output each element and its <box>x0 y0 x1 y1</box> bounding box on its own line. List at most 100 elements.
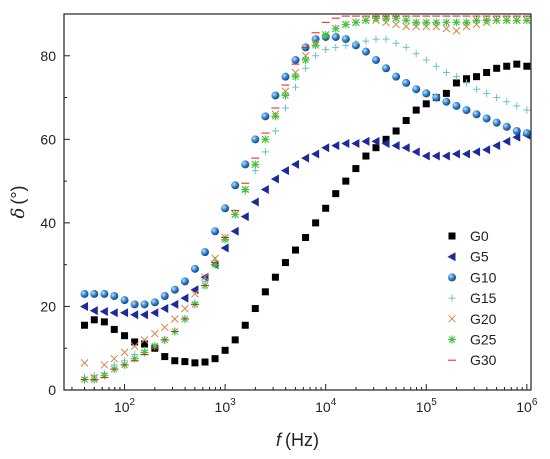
data-point-shape <box>452 101 461 110</box>
data-point <box>432 18 441 27</box>
legend-item-g20: G20 <box>448 311 497 327</box>
data-point-shape <box>201 273 209 282</box>
data-point-shape <box>141 340 149 348</box>
data-point-shape <box>251 135 260 144</box>
data-point-shape <box>292 83 300 91</box>
data-point <box>261 288 269 296</box>
data-point-shape <box>371 14 380 23</box>
data-point <box>442 24 451 33</box>
data-point <box>220 243 229 253</box>
y-axis-unit: (°) <box>8 185 28 204</box>
data-point-shape <box>412 106 420 114</box>
data-point-shape <box>170 285 179 294</box>
data-point-shape <box>523 62 531 70</box>
data-point-shape <box>503 98 511 106</box>
data-point <box>230 226 239 236</box>
data-point-shape <box>411 147 420 157</box>
data-point <box>431 151 440 161</box>
data-point-shape <box>452 18 461 27</box>
data-point-shape <box>292 246 300 254</box>
data-point-shape <box>140 336 149 344</box>
y-axis-title: δ (°) <box>8 185 29 218</box>
data-point <box>201 248 210 257</box>
data-point-shape <box>81 321 89 329</box>
data-point <box>483 68 491 76</box>
data-point-shape <box>331 141 340 151</box>
data-point <box>361 16 370 25</box>
data-point-shape <box>351 18 360 27</box>
data-point-shape <box>402 78 411 87</box>
data-point-shape <box>483 68 491 76</box>
data-point-shape <box>301 153 310 163</box>
data-point <box>452 18 461 27</box>
data-point <box>482 145 491 155</box>
data-point <box>160 323 169 332</box>
data-point-shape <box>462 106 471 115</box>
data-point <box>241 321 249 329</box>
data-point <box>513 60 521 68</box>
data-point-shape <box>190 264 199 273</box>
data-point-shape <box>451 149 460 159</box>
legend-marker-shape <box>447 252 456 262</box>
data-point <box>110 325 118 333</box>
data-point-shape <box>109 308 118 318</box>
data-point <box>291 72 300 81</box>
data-point-shape <box>492 16 501 25</box>
data-point <box>301 55 310 64</box>
data-point-shape <box>150 298 159 307</box>
data-point <box>170 285 179 294</box>
data-point <box>523 106 531 114</box>
data-point <box>331 24 340 33</box>
data-point-shape <box>221 235 230 244</box>
data-point <box>131 338 139 346</box>
data-point-shape <box>241 160 250 169</box>
data-point <box>312 52 320 60</box>
data-point <box>341 139 350 149</box>
series-g0 <box>81 60 531 367</box>
data-point <box>332 43 340 51</box>
data-point <box>332 190 340 198</box>
data-point-shape <box>442 97 451 106</box>
data-point <box>291 55 300 64</box>
legend-marker-shape <box>448 232 456 240</box>
data-point-shape <box>372 35 380 43</box>
data-point <box>402 117 410 125</box>
data-point <box>211 254 219 263</box>
data-point-shape <box>120 308 129 318</box>
legend-marker <box>448 294 456 302</box>
x-tick-base: 10 <box>215 399 231 415</box>
data-point <box>492 118 501 127</box>
data-point-shape <box>321 30 330 39</box>
data-point-shape <box>80 301 89 311</box>
data-point-shape <box>331 32 340 41</box>
x-tick-label: 103 <box>215 397 237 415</box>
series-g10 <box>80 32 531 309</box>
data-point <box>382 64 391 73</box>
x-tick-exponent: 4 <box>331 397 337 408</box>
legend-label: G30 <box>470 352 497 368</box>
legend-marker <box>448 232 456 240</box>
data-point-shape <box>382 14 391 23</box>
data-point-shape <box>221 204 230 213</box>
data-point-shape <box>120 296 129 305</box>
data-point <box>109 308 118 318</box>
data-point-shape <box>522 16 531 25</box>
x-tick-exponent: 5 <box>431 397 437 408</box>
data-point <box>181 304 189 313</box>
data-point <box>341 20 350 29</box>
data-point <box>462 18 471 27</box>
data-point <box>180 277 189 286</box>
data-point <box>321 143 330 153</box>
data-point-shape <box>362 152 370 160</box>
data-point <box>371 14 380 23</box>
data-point-shape <box>493 94 501 102</box>
data-point <box>402 16 411 25</box>
data-point-shape <box>231 181 240 190</box>
x-tick-base: 10 <box>315 399 331 415</box>
series-g5 <box>80 130 531 320</box>
data-point-shape <box>180 293 189 303</box>
data-point <box>99 306 108 316</box>
y-tick-label: 40 <box>40 215 56 231</box>
data-point-shape <box>341 20 350 29</box>
data-point <box>130 300 139 309</box>
